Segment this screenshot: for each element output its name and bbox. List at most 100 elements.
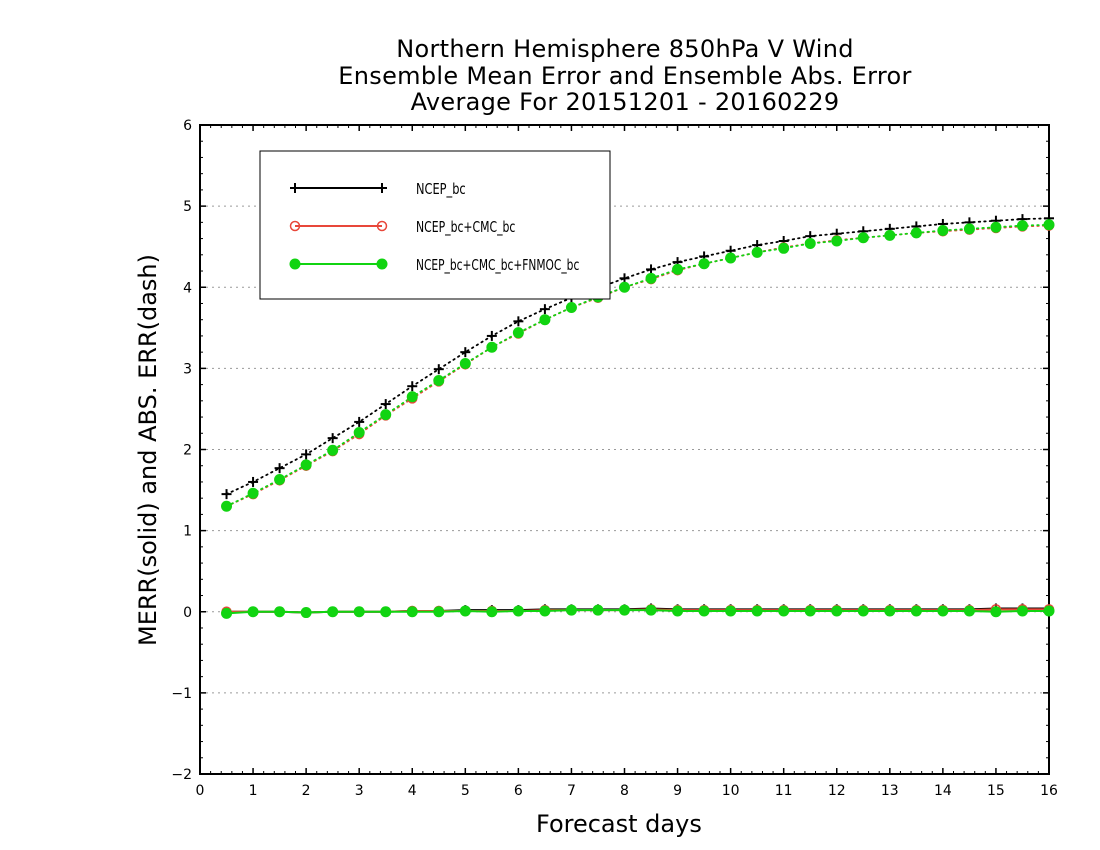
x-tick-label: 15: [987, 783, 1005, 799]
legend: NCEP_bc NCEP_bc+CMC_bc NCEP_bc+CMC_bc+FNMO…: [259, 150, 611, 300]
filled-circle-marker: [857, 605, 869, 617]
legend-label: NCEP_bc+CMC_bc+FNMOC_bc: [416, 256, 579, 275]
plus-marker: [460, 347, 471, 358]
filled-circle-marker: [376, 258, 388, 270]
y-tick-label: −1: [171, 686, 192, 702]
x-tick-label: 6: [514, 783, 523, 799]
filled-circle-marker: [459, 605, 471, 617]
plus-marker: [486, 330, 497, 341]
filled-circle-marker: [1016, 605, 1028, 617]
y-tick-label: 0: [183, 605, 192, 621]
chart-title-line-3: Average For 20151201 - 20160229: [410, 88, 840, 116]
abs-err-line-ncep-bc: [225, 217, 1050, 496]
plus-marker: [377, 183, 387, 193]
y-tick-label: −2: [171, 767, 192, 783]
filled-circle-marker: [1043, 219, 1055, 231]
filled-circle-marker: [459, 358, 471, 370]
x-tick-label: 7: [567, 783, 576, 799]
filled-circle-marker: [884, 229, 896, 241]
plus-marker: [221, 489, 232, 500]
filled-circle-marker: [433, 375, 445, 387]
filled-circle-marker: [327, 606, 339, 618]
filled-circle-marker: [778, 605, 790, 617]
x-tick-label: 10: [722, 783, 740, 799]
filled-circle-marker: [963, 605, 975, 617]
plus-marker: [407, 381, 418, 392]
filled-circle-marker: [353, 426, 365, 438]
filled-circle-marker: [565, 604, 577, 616]
filled-circle-marker: [565, 302, 577, 314]
filled-circle-marker: [937, 224, 949, 236]
x-tick-label: 8: [620, 783, 629, 799]
filled-circle-marker: [831, 235, 843, 247]
filled-circle-marker: [221, 607, 233, 619]
x-tick-label: 2: [302, 783, 311, 799]
open-circle-marker: [376, 220, 388, 232]
filled-circle-marker: [592, 604, 604, 616]
x-tick-label: 5: [461, 783, 470, 799]
mean-err-line-ncep-bc-cmc-bc-fnmoc-bc: [226, 609, 1049, 615]
legend-label: NCEP_bc+CMC_bc: [416, 218, 515, 237]
filled-circle-marker: [512, 327, 524, 339]
plus-marker: [290, 183, 300, 193]
plus-marker: [513, 316, 524, 327]
filled-circle-marker: [486, 606, 498, 618]
filled-circle-marker: [910, 605, 922, 617]
series-group: [221, 213, 1055, 619]
x-tick-label: 3: [355, 783, 364, 799]
filled-circle-marker: [751, 246, 763, 258]
filled-circle-marker: [990, 606, 1002, 618]
x-tick-label: 14: [934, 783, 952, 799]
filled-circle-marker: [486, 341, 498, 353]
filled-circle-marker: [247, 487, 259, 499]
x-tick-label: 4: [408, 783, 417, 799]
filled-circle-marker: [327, 444, 339, 456]
plus-marker: [248, 476, 259, 487]
filled-circle-marker: [353, 606, 365, 618]
filled-circle-marker: [512, 605, 524, 617]
filled-circle-marker: [857, 232, 869, 244]
filled-circle-marker: [910, 227, 922, 239]
filled-circle-marker: [380, 606, 392, 618]
chart-title-line-1: Northern Hemisphere 850hPa V Wind: [396, 35, 854, 63]
x-tick-label: 11: [775, 783, 793, 799]
filled-circle-marker: [645, 272, 657, 284]
legend-label: NCEP_bc: [416, 180, 466, 199]
filled-circle-marker: [990, 221, 1002, 233]
filled-circle-marker: [645, 604, 657, 616]
filled-circle-marker: [1016, 220, 1028, 232]
x-tick-label: 16: [1040, 783, 1058, 799]
filled-circle-marker: [778, 242, 790, 254]
filled-circle-marker: [884, 605, 896, 617]
plus-marker: [619, 273, 630, 284]
x-tick-label: 12: [828, 783, 846, 799]
x-axis-title: Forecast days: [536, 810, 702, 838]
plus-marker: [433, 364, 444, 375]
filled-circle-marker: [1043, 605, 1055, 617]
filled-circle-marker: [831, 605, 843, 617]
x-tick-label: 13: [881, 783, 899, 799]
filled-circle-marker: [804, 605, 816, 617]
plus-marker: [380, 399, 391, 410]
x-tick-label: 9: [673, 783, 682, 799]
x-tick-label: 0: [196, 783, 205, 799]
y-tick-label: 3: [183, 361, 192, 377]
open-circle-marker: [289, 220, 301, 232]
filled-circle-marker: [698, 605, 710, 617]
filled-circle-marker: [300, 607, 312, 619]
y-tick-label: 5: [183, 199, 192, 215]
filled-circle-marker: [937, 605, 949, 617]
plus-marker: [274, 463, 285, 474]
filled-circle-marker: [619, 281, 630, 293]
y-tick-label: 2: [183, 443, 192, 459]
plus-marker: [327, 433, 338, 444]
filled-circle-marker: [698, 258, 710, 270]
filled-circle-marker: [539, 314, 551, 326]
filled-circle-marker: [274, 606, 286, 618]
filled-circle-marker: [274, 474, 286, 486]
filled-circle-marker: [963, 223, 975, 235]
filled-circle-marker: [672, 605, 684, 617]
